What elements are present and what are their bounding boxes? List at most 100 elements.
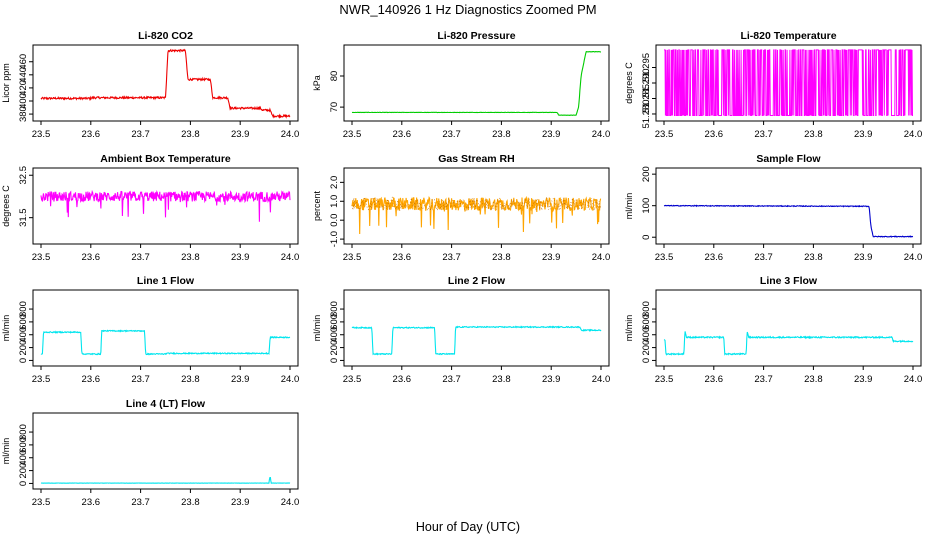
panel-title: Li-820 CO2 [138,30,193,42]
x-tick-label: 24.0 [904,129,923,140]
panel-title: Ambient Box Temperature [100,153,231,165]
x-tick-label: 24.0 [904,374,923,385]
series-temperature [664,49,913,116]
y-axis-label: percent [312,190,322,221]
x-tick-label: 23.5 [32,374,51,385]
x-tick-label: 23.7 [131,129,150,140]
y-tick-label: 600 [18,437,29,453]
x-tick-label: 23.9 [854,374,873,385]
y-axis-label: ml/min [624,315,634,342]
x-axis-label: Hour of Day (UTC) [416,520,520,534]
y-tick-label: 200 [18,340,29,356]
x-tick-label: 23.6 [705,374,724,385]
panel-title: Li-820 Temperature [740,30,836,42]
x-tick-label: 24.0 [592,252,611,263]
series-ambient [40,189,291,222]
panel-line2: Line 2 Flow 23.5 23.6 23.7 23.8 23.9 24.0 0 2004… [312,275,610,385]
y-tick-label: 800 [18,301,29,317]
y-tick-label: 0 [18,481,29,486]
series-line2 [351,325,602,356]
x-tick-label: 23.8 [181,129,200,140]
x-tick-label: 23.7 [754,374,773,385]
y-tick-label: 600 [329,314,340,330]
y-tick-label: 400 [18,450,29,466]
x-tick-label: 23.5 [343,129,362,140]
x-tick-label: 23.5 [655,129,674,140]
x-tick-label: 23.8 [492,252,511,263]
y-tick-label: 400 [641,327,652,343]
x-tick-label: 23.7 [754,252,773,263]
y-axis-label: ml/min [312,315,322,342]
x-tick-label: 23.6 [393,252,412,263]
plot-frame [343,167,610,245]
figure-title: NWR_140926 1 Hz Diagnostics Zoomed PM [339,2,596,17]
x-tick-label: 23.5 [32,497,51,508]
panel-co2: Li-820 CO2 23.5 23.6 23.7 23.8 23.9 24.0 380400… [1,30,299,140]
x-tick-label: 23.9 [542,374,561,385]
x-tick-label: 23.7 [131,252,150,263]
x-tick-label: 23.8 [181,497,200,508]
panel-title: Sample Flow [756,153,821,165]
series-co2 [40,48,291,119]
x-tick-label: 23.9 [854,252,873,263]
x-tick-label: 24.0 [281,129,300,140]
x-tick-label: 24.0 [281,497,300,508]
x-tick-label: 23.5 [655,252,674,263]
x-tick-label: 23.9 [231,129,250,140]
y-axis-label: Licor ppm [1,63,11,103]
plot-frame [32,44,299,122]
x-tick-label: 23.9 [231,252,250,263]
panel-rh: Gas Stream RH 23.5 23.6 23.7 23.8 23.9 24.0 -1.… [312,153,610,263]
y-tick-label: 600 [18,314,29,330]
y-tick-label: 32.5 [18,166,29,185]
y-tick-label: 100 [641,198,652,214]
x-tick-label: 23.7 [442,129,461,140]
y-axis-label: kPa [312,75,322,91]
y-tick-label: 0 [641,358,652,363]
y-tick-label: 460 [18,54,29,70]
y-tick-label: -1.0 [329,231,340,247]
y-tick-label: 200 [18,463,29,479]
x-tick-label: 23.8 [804,129,823,140]
y-tick-label: 440 [18,67,29,83]
x-tick-label: 23.6 [82,374,101,385]
y-tick-label: 1.0 [329,195,340,208]
panel-line3: Line 3 Flow 23.5 23.6 23.7 23.8 23.9 24.0 0 2004… [624,275,922,385]
panel-title: Line 4 (LT) Flow [126,398,206,410]
y-tick-label: 31.5 [18,208,29,227]
plot-frame [655,289,922,367]
y-tick-label: 200 [329,340,340,356]
panel-pressure: Li-820 Pressure 23.5 23.6 23.7 23.8 23.9 24.0 7… [312,30,610,140]
panel-ambient: Ambient Box Temperature 23.5 23.6 23.7 23.8 2… [1,153,299,263]
y-tick-label: 380 [18,106,29,122]
panel-title: Li-820 Pressure [437,30,515,42]
y-tick-label: 51.285 [641,84,652,113]
y-axis-label: ml/min [1,315,11,342]
x-tick-label: 23.8 [804,374,823,385]
panel-temperature: Li-820 Temperature 23.5 23.6 23.7 23.8 23.9 24… [624,30,922,140]
y-tick-label: 600 [641,314,652,330]
x-tick-label: 23.6 [82,129,101,140]
x-tick-label: 23.9 [231,374,250,385]
panel-line1: Line 1 Flow 23.5 23.6 23.7 23.8 23.9 24.0 0 2004… [1,275,299,385]
y-tick-label: 0 [18,358,29,363]
x-tick-label: 23.8 [181,374,200,385]
x-tick-label: 23.7 [754,129,773,140]
x-tick-label: 23.9 [231,497,250,508]
x-tick-label: 23.6 [705,252,724,263]
plot-frame [32,412,299,490]
x-tick-label: 23.7 [131,497,150,508]
y-tick-label: 0.0 [329,214,340,227]
y-tick-label: 51.280 [641,99,652,128]
y-tick-label: 800 [18,424,29,440]
y-tick-label: 400 [18,93,29,109]
series-line1 [40,329,291,356]
x-tick-label: 23.5 [32,252,51,263]
plot-frame [343,289,610,367]
y-tick-label: 800 [641,301,652,317]
y-tick-label: 0 [329,358,340,363]
y-tick-label: 800 [329,301,340,317]
y-tick-label: 51.290 [641,68,652,97]
y-axis-label: ml/min [1,438,11,465]
x-tick-label: 23.5 [343,252,362,263]
